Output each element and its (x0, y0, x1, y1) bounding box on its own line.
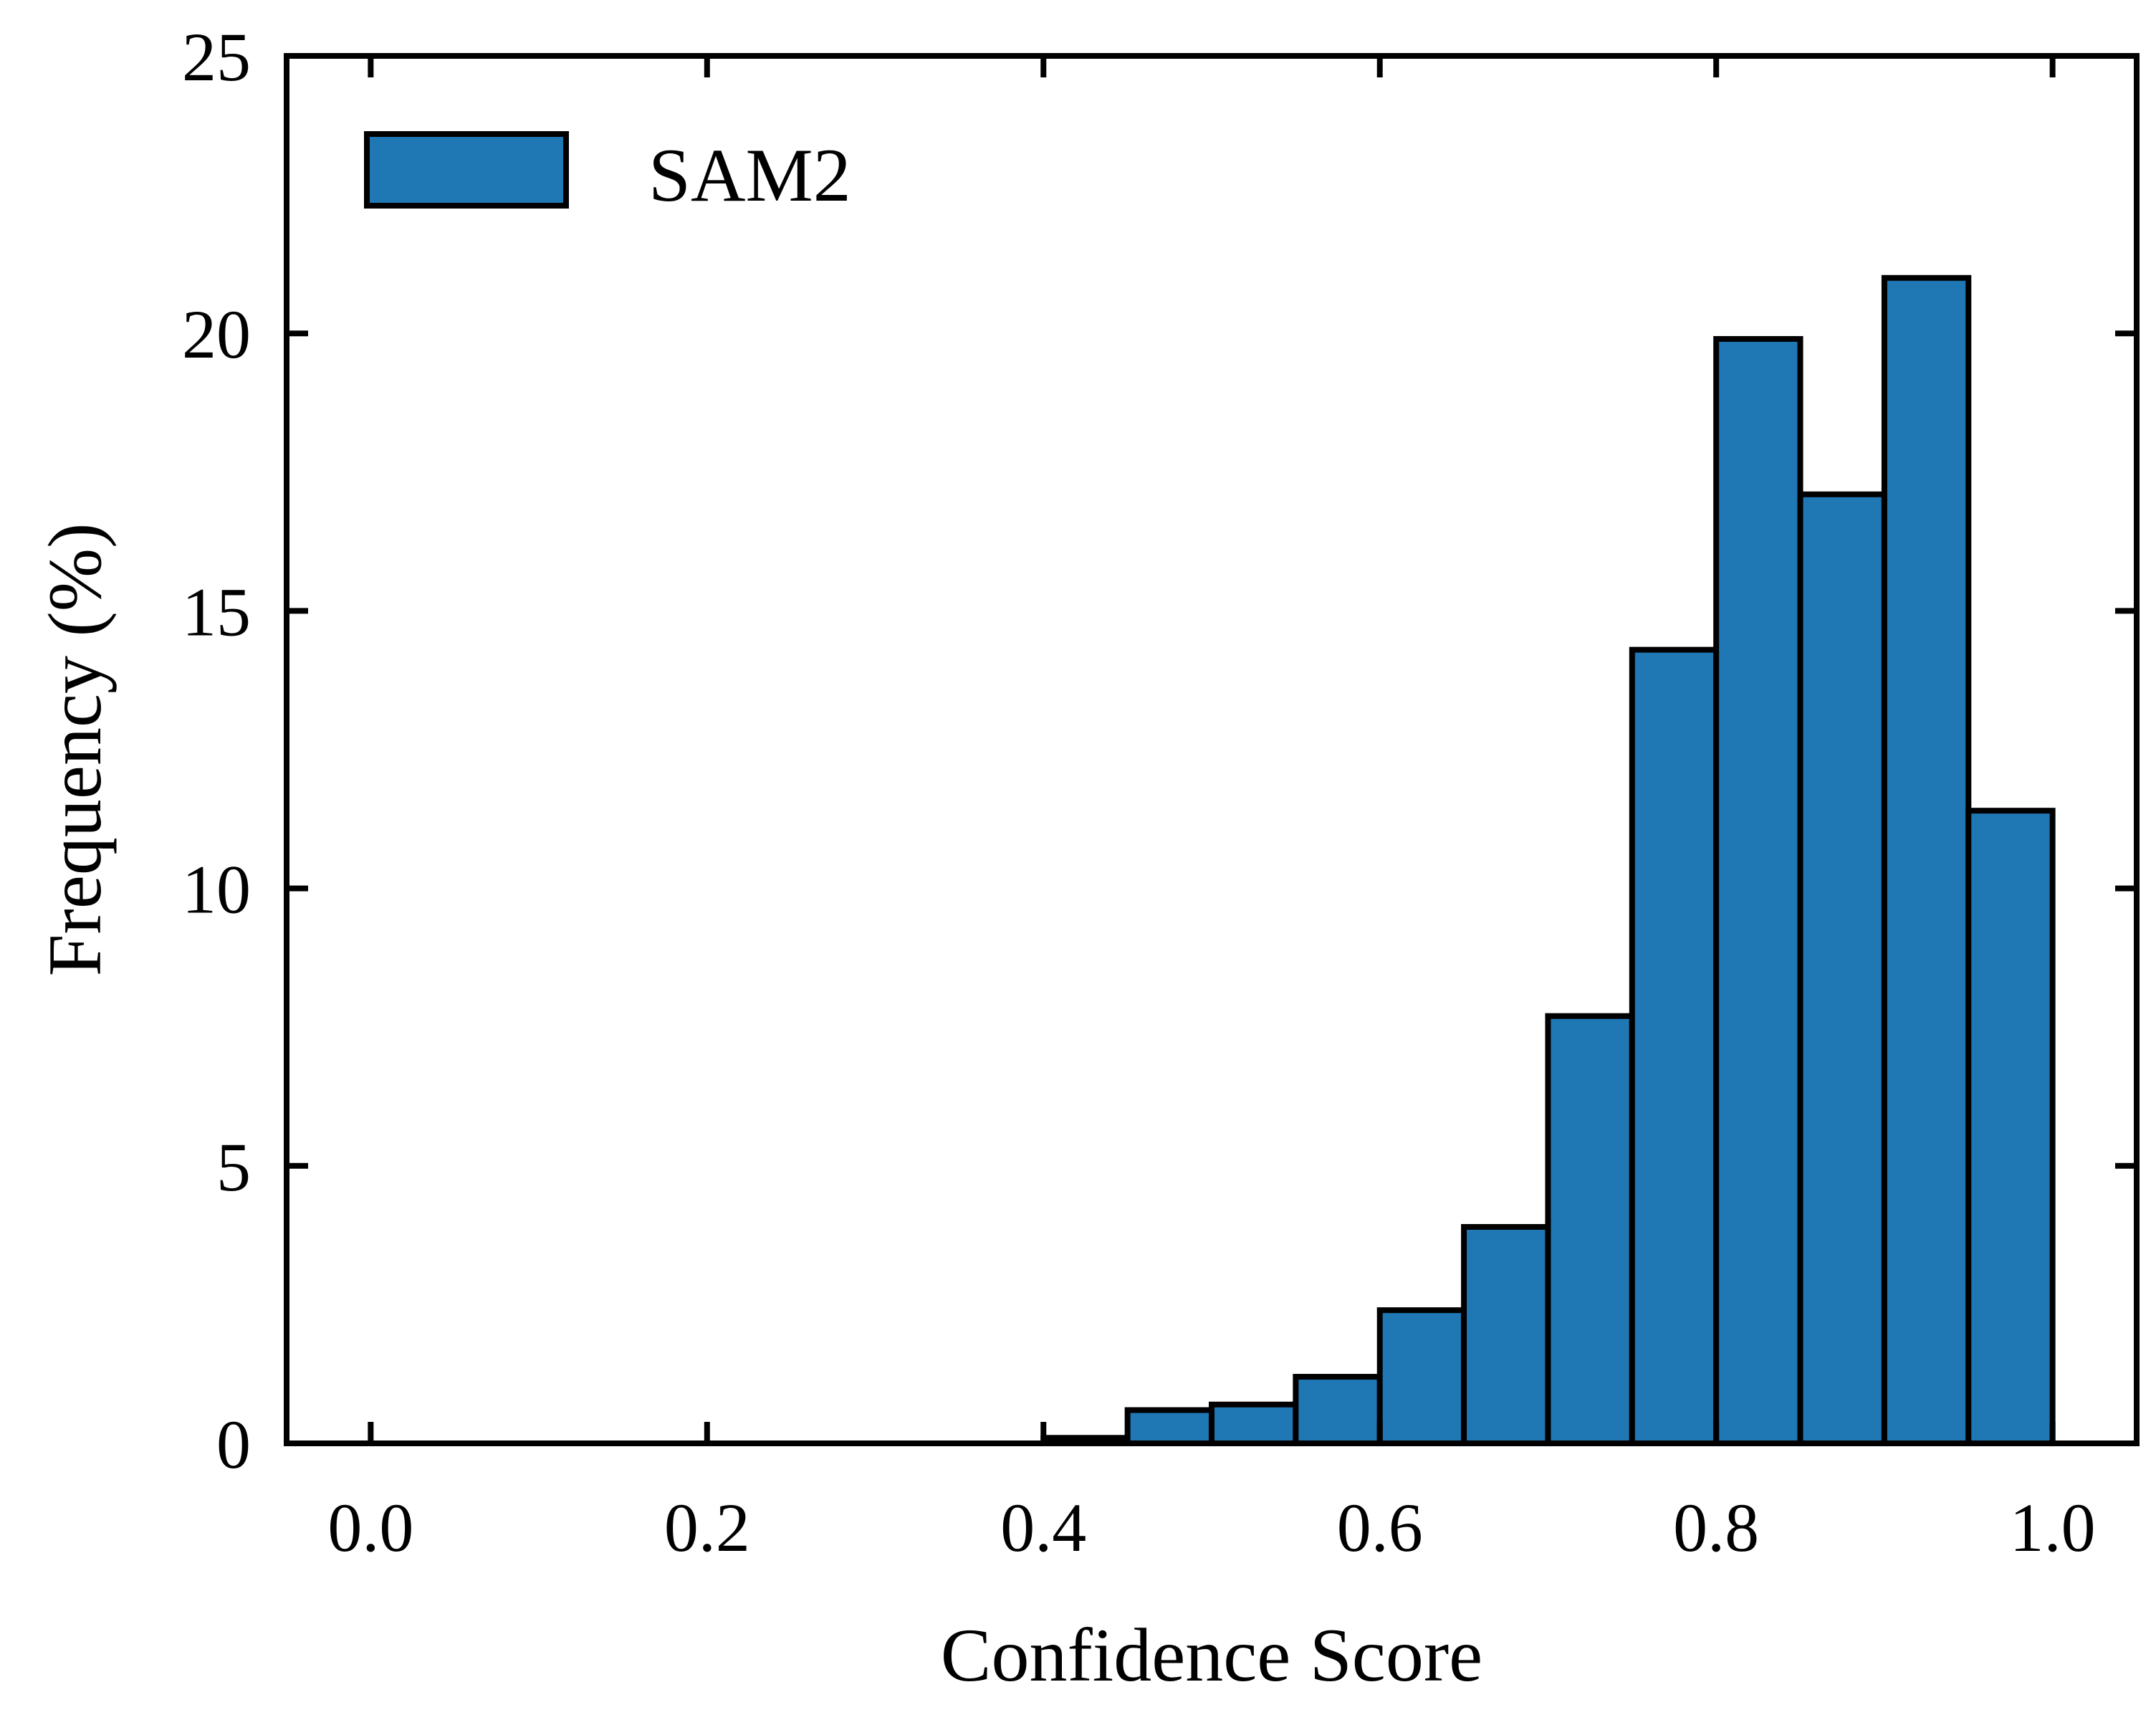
y-tick-label: 10 (182, 851, 251, 928)
y-tick-label: 5 (216, 1129, 251, 1205)
histogram-bar (1629, 646, 1720, 1446)
histogram-bar (1461, 1223, 1551, 1446)
histogram-bar (1209, 1401, 1299, 1446)
histogram-bar (1545, 1013, 1635, 1447)
x-axis-label: Confidence Score (941, 1613, 1482, 1697)
histogram-bar (1376, 1307, 1467, 1447)
bars-group (1040, 274, 2056, 1447)
tick-labels-group: 0.0 0.2 0.4 0.6 0.8 1.0 0 5 10 15 20 25 (182, 19, 2096, 1566)
histogram-bar (1881, 274, 1972, 1446)
plot-frame (284, 53, 2140, 1446)
x-tick-label: 0.6 (1337, 1489, 1423, 1566)
histogram-bar (1293, 1374, 1383, 1447)
legend-label-sam2: SAM2 (648, 133, 851, 217)
y-tick-label: 20 (182, 296, 251, 373)
y-axis-label: Frequency (%) (33, 523, 117, 977)
histogram-bar (1713, 335, 1803, 1447)
histogram-bar (1965, 808, 2056, 1446)
x-tick-label: 0.8 (1673, 1489, 1759, 1566)
x-tick-label: 0.2 (664, 1489, 750, 1566)
legend: SAM2 (364, 131, 851, 217)
y-tick-label: 25 (182, 19, 251, 95)
histogram-bar (1797, 491, 1887, 1446)
x-tick-label: 1.0 (2010, 1489, 2096, 1566)
x-tick-label: 0.4 (1000, 1489, 1086, 1566)
histogram-bar (1124, 1407, 1214, 1447)
y-tick-label: 15 (182, 573, 251, 650)
legend-swatch (364, 131, 569, 209)
y-tick-label: 0 (216, 1406, 251, 1483)
x-tick-label: 0.0 (327, 1489, 413, 1566)
